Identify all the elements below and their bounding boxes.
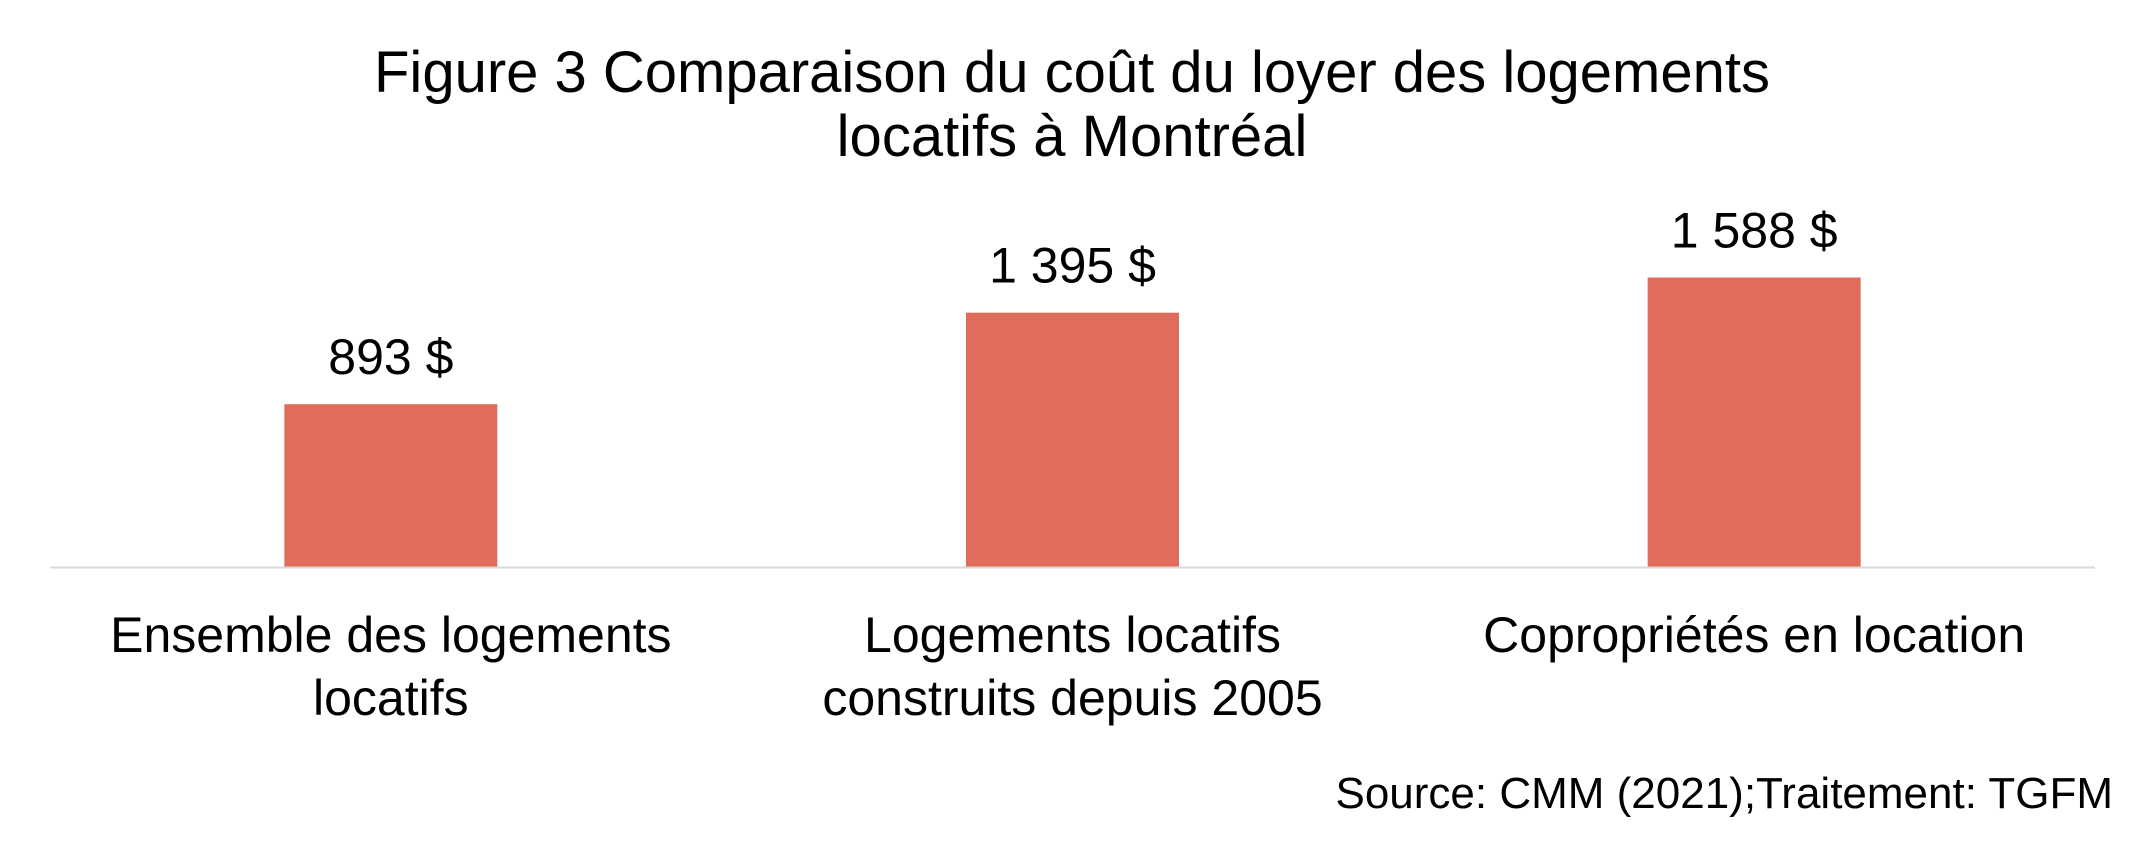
category-label-1-line-2: locatifs	[313, 670, 469, 726]
data-labels: 893 $ 1 395 $ 1 588 $	[328, 203, 1837, 386]
chart-title-line-1: Figure 3 Comparaison du coût du loyer de…	[374, 40, 1770, 105]
category-label-3-line-1: Copropriétés en location	[1483, 607, 2025, 663]
data-label-2: 1 395 $	[989, 238, 1156, 294]
bar-3	[1647, 277, 1861, 567]
data-label-1: 893 $	[328, 329, 453, 385]
source-note: Source: CMM (2021);Traitement: TGFM	[1335, 769, 2113, 818]
category-labels: Ensemble des logements locatifs Logements …	[110, 607, 2025, 726]
bar-2	[966, 312, 1179, 567]
bar-1	[284, 404, 498, 567]
data-label-3: 1 588 $	[1671, 203, 1838, 259]
category-label-2-line-1: Logements locatifs	[864, 607, 1281, 663]
chart-title-line-2: locatifs à Montréal	[837, 104, 1308, 169]
category-label-1-line-1: Ensemble des logements	[110, 607, 671, 663]
category-label-2-line-2: construits depuis 2005	[822, 670, 1322, 726]
bars	[284, 277, 1861, 567]
chart-title: Figure 3 Comparaison du coût du loyer de…	[374, 40, 1770, 169]
